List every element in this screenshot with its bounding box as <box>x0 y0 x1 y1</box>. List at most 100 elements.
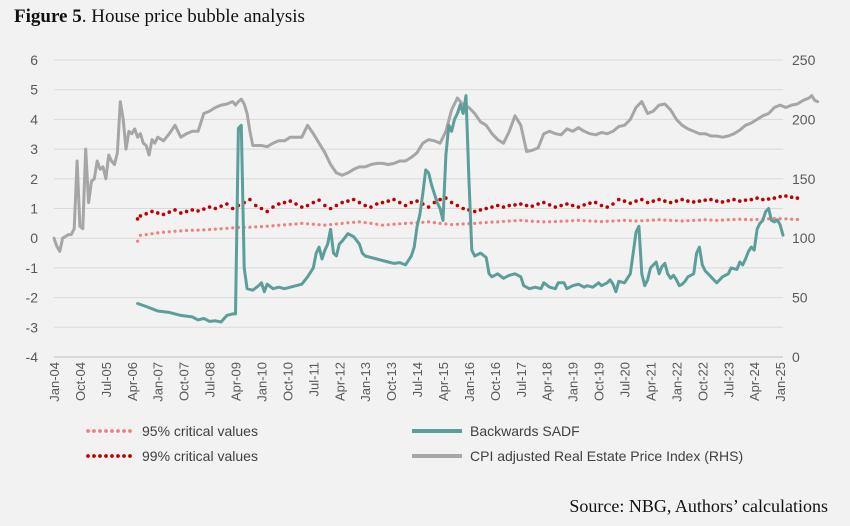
series-point <box>380 200 385 205</box>
series-line <box>136 94 785 324</box>
series-point <box>634 199 638 203</box>
legend-marker <box>92 454 96 458</box>
series-point <box>271 205 275 209</box>
figure-title-dot: . <box>81 6 92 27</box>
y-right-tick-label: 0 <box>792 349 800 365</box>
series-point <box>334 222 338 226</box>
series-point <box>265 224 269 228</box>
series-point <box>496 220 500 224</box>
y-left-tick-label: -4 <box>26 349 39 365</box>
series-point <box>219 204 223 208</box>
series-point <box>536 219 540 224</box>
x-tick-label: Oct-19 <box>592 362 607 401</box>
series-point <box>340 221 344 225</box>
series-point <box>576 218 581 222</box>
series-point <box>150 209 154 214</box>
legend-marker <box>92 429 96 433</box>
series-point <box>703 218 707 222</box>
series-point <box>622 199 627 203</box>
series-point <box>409 200 414 205</box>
series-point <box>248 197 252 202</box>
series-point <box>542 200 546 205</box>
series-line <box>52 94 820 253</box>
series-point <box>259 206 264 211</box>
legend-marker <box>122 429 126 433</box>
y-left-tick-label: 4 <box>30 111 38 127</box>
y-right-tick-label: 200 <box>792 111 816 127</box>
legend-marker <box>98 429 102 433</box>
y-right-tick-label: 150 <box>792 171 816 187</box>
series-point <box>484 220 488 225</box>
x-tick-label: Jan-22 <box>669 362 684 402</box>
x-tick-label: Oct-16 <box>488 362 503 401</box>
series-point <box>634 219 638 223</box>
y-right-tick-label: 100 <box>792 230 816 246</box>
y-left-tick-label: 3 <box>30 141 38 157</box>
series-point <box>778 194 782 199</box>
series-point <box>536 202 540 206</box>
series-point <box>611 219 615 223</box>
series-point <box>784 217 788 221</box>
series-point <box>438 197 442 202</box>
series-point <box>784 194 788 198</box>
series-point <box>761 197 765 202</box>
series-point <box>202 228 206 232</box>
series-point <box>135 239 140 243</box>
series-point <box>795 217 800 222</box>
series-point <box>599 203 604 208</box>
series-point <box>605 219 609 223</box>
legend-marker <box>86 429 90 433</box>
series-point <box>202 207 206 211</box>
series-point <box>461 222 465 226</box>
series-point <box>271 224 275 228</box>
source-note: Source: NBG, Authors’ calculations <box>569 496 828 516</box>
series-point <box>588 219 592 223</box>
series-point <box>357 220 362 224</box>
series-point <box>184 228 189 233</box>
series-point <box>259 225 264 229</box>
series-point <box>207 227 212 232</box>
series-point <box>363 221 367 225</box>
series-point <box>352 220 356 224</box>
series-point <box>726 218 730 222</box>
series-point <box>167 210 172 214</box>
x-tick-label: Apr-09 <box>229 362 244 401</box>
series-point <box>714 199 719 203</box>
series-point <box>605 205 610 209</box>
series-point <box>571 219 575 223</box>
series-point <box>743 217 748 222</box>
series-point <box>524 203 529 208</box>
series-point <box>548 220 552 224</box>
series-point <box>668 200 673 205</box>
series-point <box>161 212 166 217</box>
series-point <box>622 218 627 222</box>
series-point <box>507 219 511 223</box>
series-point <box>501 219 506 224</box>
series-point <box>530 204 535 208</box>
series-point <box>294 222 298 226</box>
y-left-tick-label: 0 <box>30 230 38 246</box>
series-point <box>565 202 569 206</box>
x-tick-label: Oct-13 <box>384 362 399 401</box>
series-point <box>346 199 350 203</box>
figure-title-text: House price bubble analysis <box>91 6 305 27</box>
legend-label: 99% critical values <box>142 448 258 464</box>
series-point <box>421 220 425 224</box>
series-point <box>651 199 656 203</box>
series-point <box>432 221 436 225</box>
series-point <box>478 221 483 225</box>
series-point <box>645 200 650 205</box>
series-point <box>663 199 667 203</box>
series-point <box>426 205 431 209</box>
series-point <box>300 221 304 225</box>
series-point <box>403 203 408 208</box>
series-point <box>403 221 408 225</box>
series-point <box>582 203 586 207</box>
series-point <box>288 222 292 226</box>
series-point <box>397 200 402 205</box>
series-point <box>265 209 270 214</box>
series-point <box>179 229 183 233</box>
series-point <box>657 197 661 202</box>
series-point <box>657 218 661 222</box>
series-point <box>570 203 575 208</box>
